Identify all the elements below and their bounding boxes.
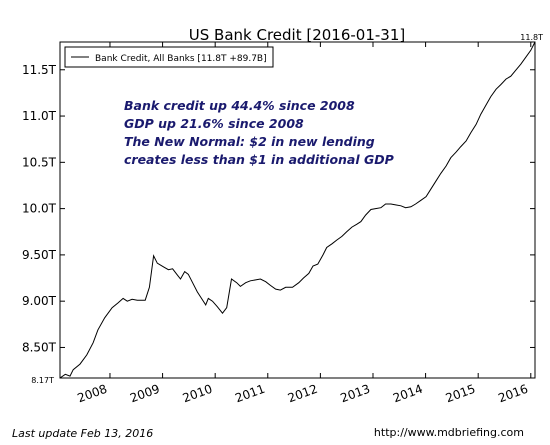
annotation: Bank credit up 44.4% since 2008 [124,98,355,113]
y-tick-label: 8.50T [22,340,57,354]
data-line [59,41,536,379]
y-tick-label: 9.00T [22,294,57,308]
annotation: The New Normal: $2 in new lending [124,134,375,149]
y-tick-label: 9.50T [22,248,57,262]
footer-left: Last update Feb 13, 2016 [12,427,153,440]
y-tick-label: 10.5T [22,155,57,169]
legend-label: Bank Credit, All Banks [11.8T +89.7B] [95,54,267,64]
y-min-label: 8.17T [31,376,54,385]
annotation: creates less than $1 in additional GDP [124,152,394,167]
y-tick-label: 11.5T [22,63,57,77]
y-tick-label: 11.0T [22,109,57,123]
chart-title: US Bank Credit [2016-01-31] [189,26,405,44]
annotation: GDP up 21.6% since 2008 [124,116,304,131]
footer-right: http://www.mdbriefing.com [374,426,524,439]
legend-box [64,46,274,68]
y-tick-label: 10.0T [22,202,57,216]
y-max-label: 11.8T [520,33,543,42]
plot-frame [59,41,536,379]
